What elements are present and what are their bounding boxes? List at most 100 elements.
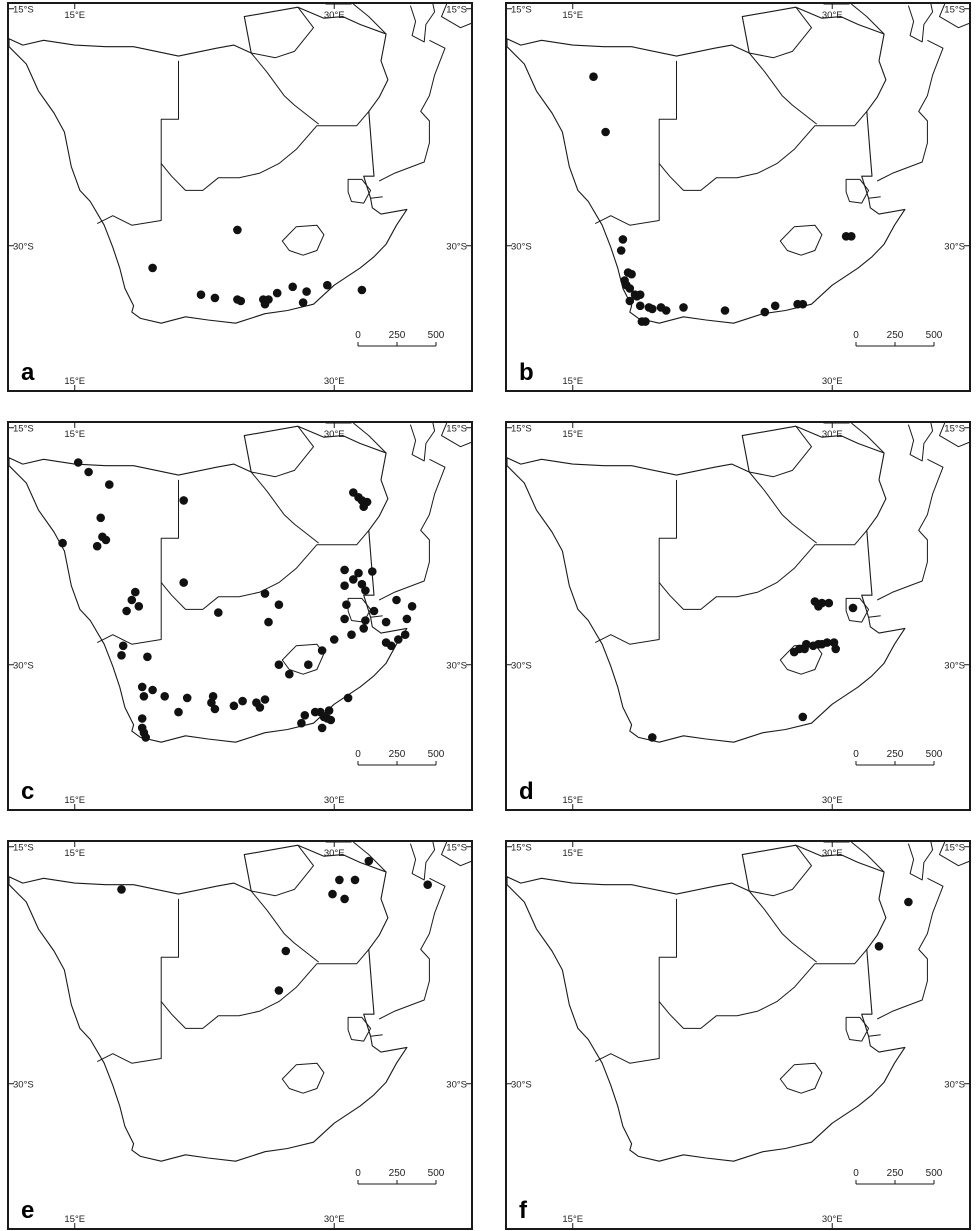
country-border — [658, 949, 868, 1029]
lake-malawi-shore — [409, 423, 436, 462]
northeast-coast — [441, 4, 471, 29]
northeast-coast — [939, 423, 969, 448]
occurrence-dot — [264, 617, 273, 627]
occurrence-dot — [298, 298, 308, 307]
occurrence-dot — [625, 296, 635, 306]
scale-bar-label: 500 — [428, 330, 445, 341]
lat-label-left: 15°S — [511, 843, 532, 854]
occurrence-dot — [423, 880, 433, 889]
occurrence-dot — [627, 269, 636, 279]
occurrence-dot — [73, 458, 83, 467]
lon-label-top: 30°E — [324, 429, 345, 440]
occurrence-dot — [300, 711, 310, 720]
eswatini-border — [347, 178, 372, 204]
country-border — [749, 844, 812, 897]
occurrence-dot — [361, 616, 370, 625]
country-border — [594, 60, 677, 226]
scale-bar: 0 250 500 — [853, 749, 943, 766]
occurrence-dot — [635, 290, 645, 300]
country-border — [96, 898, 179, 1064]
occurrence-dot — [847, 232, 856, 241]
scale-bar: 0 250 500 — [355, 1168, 445, 1185]
occurrence-dot — [137, 714, 147, 723]
country-border — [658, 530, 868, 610]
occurrence-dot — [625, 284, 635, 293]
occurrence-dot — [148, 685, 157, 695]
map-canvas: 15°E 30°E 15°E 30°E 15°S 30°S 15°S 30°S 0 250 500 b — [507, 4, 969, 390]
lon-label-top: 30°E — [324, 848, 345, 859]
map-panel-d: 15°E 30°E 15°E 30°E 15°S 30°S 15°S 30°S 0 250 500 d — [505, 421, 971, 811]
occurrence-dot — [359, 502, 369, 511]
occurrence-dot — [814, 602, 823, 611]
occurrence-dot — [400, 630, 410, 639]
occurrence-dot — [255, 703, 265, 712]
lon-label-bottom: 15°E — [562, 795, 583, 806]
occurrence-dot — [770, 301, 780, 311]
occurrence-dot — [831, 644, 840, 654]
lesotho-border — [779, 1062, 823, 1094]
country-border — [160, 111, 370, 191]
map-panel-e: 15°E 30°E 15°E 30°E 15°S 30°S 15°S 30°S 0 250 500 e — [7, 840, 473, 1230]
coastline — [507, 425, 906, 743]
occurrence-dot — [139, 692, 149, 701]
lesotho-border — [779, 224, 823, 256]
occurrence-dot — [616, 246, 626, 255]
occurrence-dot — [141, 733, 150, 742]
occurrence-dot — [238, 696, 247, 706]
eswatini-border — [845, 178, 870, 204]
occurrence-dot — [317, 723, 327, 733]
lon-label-top: 15°E — [64, 848, 85, 859]
occurrence-dot — [354, 568, 363, 578]
country-border — [160, 530, 370, 610]
scale-bar-label: 250 — [887, 330, 904, 341]
country-border — [250, 890, 320, 963]
mozambique-coast — [876, 877, 944, 1020]
lon-label-top: 30°E — [822, 10, 843, 21]
country-border — [850, 423, 885, 454]
lat-label-right: 30°S — [944, 1080, 965, 1091]
occurrence-dot — [340, 894, 349, 904]
country-border — [251, 425, 314, 478]
occurrence-dot — [874, 942, 884, 951]
country-border — [748, 52, 818, 125]
scale-bar-label: 500 — [428, 749, 445, 760]
lon-label-top: 15°E — [562, 429, 583, 440]
eswatini-border — [845, 1016, 870, 1042]
country-border — [868, 196, 881, 199]
northeast-coast — [939, 842, 969, 867]
occurrence-dot — [160, 692, 169, 701]
country-border — [749, 6, 812, 59]
occurrence-dot — [798, 712, 808, 722]
occurrence-dot — [84, 467, 93, 477]
scale-bar-label: 0 — [355, 749, 361, 760]
scale-bar-label: 500 — [926, 1168, 943, 1179]
country-border — [370, 196, 383, 199]
panel-letter: d — [519, 778, 534, 805]
occurrence-dot — [137, 682, 147, 692]
lon-label-top: 15°E — [562, 10, 583, 21]
lon-label-bottom: 30°E — [822, 795, 843, 806]
lake-malawi-shore — [907, 4, 934, 43]
occurrence-dot — [326, 715, 336, 725]
country-border — [160, 949, 370, 1029]
occurrence-dot — [848, 603, 858, 613]
occurrence-dot — [648, 304, 657, 314]
lake-malawi-shore — [907, 423, 934, 462]
occurrence-dot — [117, 651, 126, 660]
occurrence-dot — [274, 600, 284, 609]
occurrence-dot — [402, 614, 412, 624]
country-border — [352, 4, 387, 35]
occurrence-dot — [118, 641, 128, 651]
lon-label-top: 30°E — [822, 848, 843, 859]
lon-label-bottom: 30°E — [324, 795, 345, 806]
occurrence-dot — [369, 606, 379, 616]
occurrence-dot — [364, 856, 374, 866]
occurrence-dot — [329, 635, 339, 644]
occurrence-dot — [817, 639, 827, 649]
occurrence-dot — [117, 885, 126, 894]
lat-label-left: 30°S — [511, 242, 532, 253]
country-border — [868, 615, 881, 618]
northeast-coast — [939, 4, 969, 29]
lon-label-top: 15°E — [64, 10, 85, 21]
occurrence-dot — [679, 303, 688, 312]
